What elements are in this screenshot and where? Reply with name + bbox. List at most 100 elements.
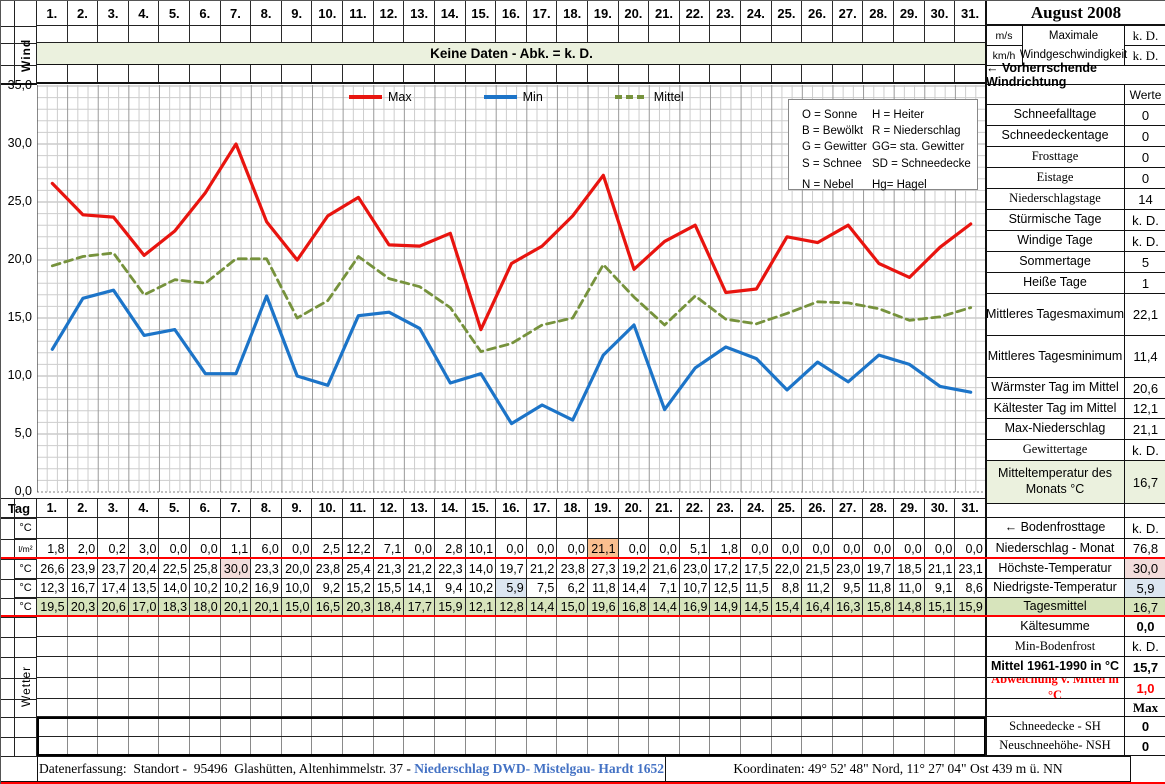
stats-value[interactable]: 1 xyxy=(1141,275,1150,291)
wetter-cell[interactable] xyxy=(37,678,68,698)
wetter-cell[interactable] xyxy=(772,678,803,698)
summary-value[interactable]: 30,0 xyxy=(1125,559,1165,578)
wind-cell[interactable] xyxy=(496,65,527,82)
mean-temp-cell[interactable]: 20,6 xyxy=(98,598,129,616)
wind-cell[interactable] xyxy=(37,65,68,82)
wetter-cell[interactable] xyxy=(190,699,221,716)
wind-cell[interactable] xyxy=(680,65,711,82)
wetter-cell[interactable] xyxy=(527,717,558,736)
max-temp-cell[interactable]: 20,4 xyxy=(129,559,160,578)
stats-value[interactable]: 20,6 xyxy=(1132,380,1159,396)
wetter-cell[interactable] xyxy=(221,699,252,716)
wetter-cell[interactable] xyxy=(37,617,68,636)
min-temp-cell[interactable]: 11,8 xyxy=(863,579,895,597)
weather-symbol-cell[interactable] xyxy=(312,518,344,538)
wetter-cell[interactable] xyxy=(435,737,466,755)
wetter-cell[interactable] xyxy=(343,737,374,755)
wetter-cell[interactable] xyxy=(619,617,650,636)
wind-cell[interactable] xyxy=(496,26,527,42)
precip-cell[interactable]: 1,1 xyxy=(221,539,252,558)
mean-temp-cell[interactable]: 18,3 xyxy=(159,598,191,616)
stats-value[interactable]: 0 xyxy=(1141,170,1150,186)
wetter-cell[interactable] xyxy=(190,737,221,755)
max-temp-cell[interactable]: 17,2 xyxy=(710,559,742,578)
wetter-cell[interactable] xyxy=(863,737,895,755)
weather-symbol-cell[interactable] xyxy=(680,518,711,538)
max-temp-cell[interactable]: 25,4 xyxy=(343,559,374,578)
wetter-cell[interactable] xyxy=(68,637,99,656)
wetter-cell[interactable] xyxy=(619,699,650,716)
wetter-cell[interactable] xyxy=(772,657,803,677)
wetter-cell[interactable] xyxy=(282,737,313,755)
wetter-cell[interactable] xyxy=(741,617,772,636)
wetter-cell[interactable] xyxy=(925,699,956,716)
wetter-cell[interactable] xyxy=(710,717,742,736)
weather-symbol-cell[interactable] xyxy=(649,518,680,538)
wetter-cell[interactable] xyxy=(680,717,711,736)
weather-symbol-cell[interactable] xyxy=(710,518,742,538)
wetter-cell[interactable] xyxy=(833,617,864,636)
wetter-cell[interactable] xyxy=(404,737,435,755)
weather-symbol-cell[interactable] xyxy=(68,518,99,538)
wetter-cell[interactable] xyxy=(282,657,313,677)
precip-cell[interactable]: 0,0 xyxy=(955,539,986,558)
precip-cell[interactable]: 2,8 xyxy=(435,539,466,558)
mean-temp-cell[interactable]: 20,3 xyxy=(67,598,99,616)
wetter-cell[interactable] xyxy=(312,737,344,755)
min-temp-cell[interactable]: 15,2 xyxy=(343,579,374,597)
wetter-cell[interactable] xyxy=(619,657,650,677)
precip-cell[interactable]: 0,2 xyxy=(98,539,129,558)
wetter-cell[interactable] xyxy=(190,717,221,736)
wind-cell[interactable] xyxy=(894,65,925,82)
stats-value[interactable]: 11,4 xyxy=(1133,349,1158,364)
summary-value[interactable] xyxy=(1125,504,1165,517)
wetter-cell[interactable] xyxy=(833,637,864,656)
wetter-cell[interactable] xyxy=(649,737,680,755)
wetter-cell[interactable] xyxy=(955,737,986,755)
wetter-cell[interactable] xyxy=(251,657,282,677)
precip-cell[interactable]: 2,5 xyxy=(312,539,344,558)
wetter-cell[interactable] xyxy=(159,737,191,755)
wetter-cell[interactable] xyxy=(129,717,160,736)
wetter-cell[interactable] xyxy=(802,678,833,698)
min-temp-cell[interactable]: 14,4 xyxy=(619,579,650,597)
wetter-cell[interactable] xyxy=(435,637,466,656)
wetter-cell[interactable] xyxy=(129,637,160,656)
wind-cell[interactable] xyxy=(680,26,711,42)
wetter-cell[interactable] xyxy=(496,678,527,698)
stats-value[interactable]: 12,1 xyxy=(1132,401,1159,416)
wetter-cell[interactable] xyxy=(98,617,129,636)
mean-temp-cell[interactable]: 17,7 xyxy=(404,598,435,616)
wetter-cell[interactable] xyxy=(649,678,680,698)
wind-cell[interactable] xyxy=(925,26,956,42)
wetter-cell[interactable] xyxy=(680,617,711,636)
precip-cell[interactable]: 0,0 xyxy=(894,539,925,558)
wetter-cell[interactable] xyxy=(833,737,864,755)
wetter-cell[interactable] xyxy=(190,617,221,636)
min-temp-cell[interactable]: 14,1 xyxy=(404,579,435,597)
wetter-cell[interactable] xyxy=(251,699,282,716)
mean-temp-cell[interactable]: 14,8 xyxy=(894,598,925,616)
summary-value[interactable]: 0,0 xyxy=(1136,619,1155,634)
weather-symbol-cell[interactable] xyxy=(282,518,313,538)
wetter-cell[interactable] xyxy=(435,678,466,698)
wetter-cell[interactable] xyxy=(588,699,619,716)
wetter-cell[interactable] xyxy=(37,717,68,736)
min-temp-cell[interactable]: 11,8 xyxy=(588,579,619,597)
wetter-cell[interactable] xyxy=(466,617,497,636)
wetter-cell[interactable] xyxy=(496,637,527,656)
wind-cell[interactable] xyxy=(251,26,282,42)
wetter-cell[interactable] xyxy=(802,717,833,736)
mean-temp-cell[interactable]: 20,1 xyxy=(251,598,282,616)
wetter-cell[interactable] xyxy=(129,699,160,716)
wetter-cell[interactable] xyxy=(863,699,895,716)
wetter-cell[interactable] xyxy=(649,637,680,656)
summary-value[interactable]: k. D. xyxy=(1132,520,1159,536)
wetter-cell[interactable] xyxy=(98,699,129,716)
precip-cell[interactable]: 0,0 xyxy=(190,539,221,558)
precip-cell[interactable]: 0,0 xyxy=(772,539,803,558)
wetter-cell[interactable] xyxy=(37,657,68,677)
min-temp-cell[interactable]: 11,0 xyxy=(894,579,925,597)
wind-cell[interactable] xyxy=(955,26,986,42)
wetter-cell[interactable] xyxy=(466,678,497,698)
